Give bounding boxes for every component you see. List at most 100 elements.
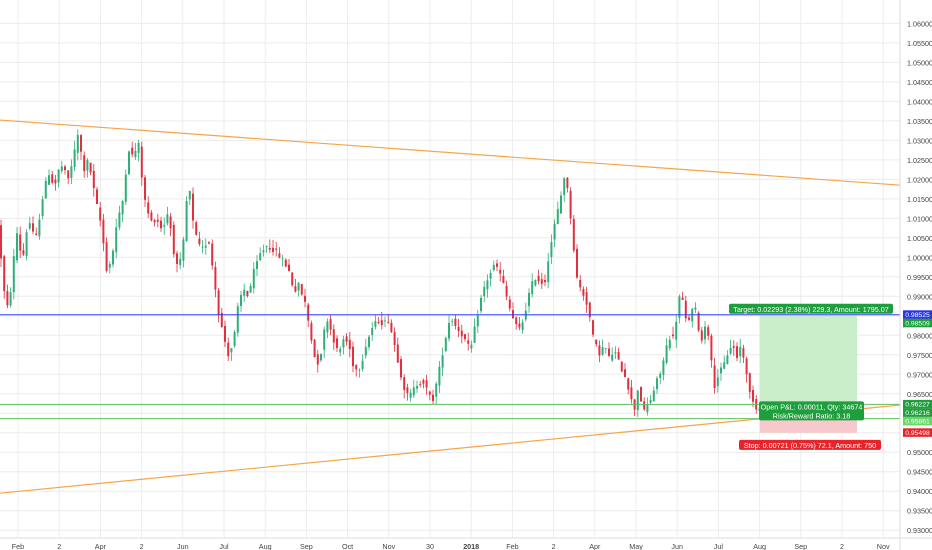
candle-body (64, 166, 66, 171)
candle-body (384, 320, 386, 322)
y-tick-label: 1.03500 (907, 117, 932, 126)
candle-body (281, 258, 284, 260)
candle-body (704, 326, 706, 340)
candle-body (528, 292, 530, 307)
x-tick-label: May (629, 542, 643, 550)
candle-body (492, 264, 495, 271)
candle-body (310, 323, 313, 341)
candle-body (288, 264, 290, 271)
candle-body (579, 279, 582, 288)
y-tick-label: 0.97500 (907, 351, 932, 360)
candle-body (124, 174, 127, 202)
y-tick-label: 1.04000 (907, 97, 932, 106)
candle-body (396, 344, 399, 363)
x-tick-label: Aug (753, 542, 766, 550)
y-tick-label: 0.93000 (907, 526, 932, 535)
candle-body (195, 222, 198, 235)
price-tag (903, 399, 932, 409)
candle-body (249, 286, 252, 293)
candle-body (192, 193, 194, 221)
candle-body (134, 150, 137, 158)
candle-body (35, 233, 38, 235)
y-tick-label: 0.96500 (907, 390, 932, 399)
price-tag-text: 0.98509 (905, 321, 930, 328)
candle-body (86, 160, 89, 171)
price-tag-text: 0.96216 (905, 410, 930, 417)
candle-body (435, 383, 438, 397)
y-tick-label: 1.05500 (907, 39, 932, 48)
candle-body (144, 177, 146, 200)
candle-body (454, 318, 457, 327)
candle-body (502, 276, 505, 283)
candle-body (534, 280, 537, 286)
candle-body (28, 223, 31, 229)
candle-body (259, 253, 262, 261)
candle-body (598, 345, 601, 356)
y-tick-label: 1.02500 (907, 156, 932, 165)
y-tick-label: 1.01500 (907, 195, 932, 204)
candle-body (278, 253, 281, 258)
candle-body (723, 362, 726, 369)
candle-body (374, 321, 377, 327)
candle-body (531, 281, 534, 295)
candle-body (496, 263, 498, 267)
open-pl-label-text: Risk/Reward Ratio: 3.18 (773, 411, 851, 420)
candle-body (451, 320, 454, 322)
y-tick-label: 1.00500 (907, 234, 932, 243)
candle-body (425, 380, 428, 388)
candle-body (448, 323, 450, 339)
candle-body (275, 248, 278, 250)
x-tick-label: Nov (877, 542, 890, 550)
candle-body (608, 348, 610, 356)
time-axis[interactable]: Feb 2 Apr 2 Jun Jul Aug Sep Oct Nov 30 2018 Feb 2 Apr M… (12, 542, 890, 550)
price-tag-text: 0.96227 (905, 402, 930, 409)
candle-body (96, 189, 98, 204)
candle-body (41, 199, 44, 217)
candle-body (236, 306, 239, 333)
candle-body (518, 323, 521, 328)
candle-body (624, 369, 626, 378)
y-tick-label: 0.97000 (907, 370, 932, 379)
candle-body (544, 279, 546, 283)
candle-body (172, 224, 175, 255)
candle-body (640, 387, 642, 402)
candle-body (582, 288, 585, 296)
candle-body (726, 355, 729, 364)
candle-body (508, 299, 511, 309)
profit-zone[interactable] (760, 314, 857, 405)
candle-body (627, 378, 630, 390)
candle-body (419, 383, 422, 385)
y-tick-label: 1.03000 (907, 136, 932, 145)
candle-body (736, 346, 738, 358)
candle-body (240, 294, 242, 307)
candle-body (89, 162, 92, 173)
candle-body (480, 297, 482, 312)
candle-body (153, 219, 156, 223)
candle-body (99, 207, 102, 221)
candle-body (729, 347, 732, 354)
candle-body (649, 399, 652, 403)
candle-body (3, 256, 6, 292)
candle-body (697, 312, 700, 331)
y-tick-label: 0.94000 (907, 487, 932, 496)
candle-body (486, 280, 489, 290)
trendline-lower[interactable] (0, 404, 901, 494)
candle-body (665, 345, 668, 363)
candle-body (105, 242, 108, 271)
x-tick-label: 2018 (463, 542, 479, 550)
candle-body (211, 243, 214, 266)
position-labels: Target: 0.02293 (2.38%) 229.3, Amount: 1… (729, 303, 893, 450)
stop-label-bg (739, 439, 881, 450)
candle-body (147, 202, 150, 214)
y-tick-label: 1.01000 (907, 214, 932, 223)
candle-body (560, 195, 562, 214)
candle-body (713, 365, 716, 389)
y-tick-label: 1.00000 (907, 253, 932, 262)
x-tick-label: 2 (840, 542, 844, 550)
candle-body (284, 259, 287, 267)
candle-body (358, 369, 361, 371)
candle-body (80, 135, 82, 152)
trendline-upper[interactable] (0, 119, 901, 186)
